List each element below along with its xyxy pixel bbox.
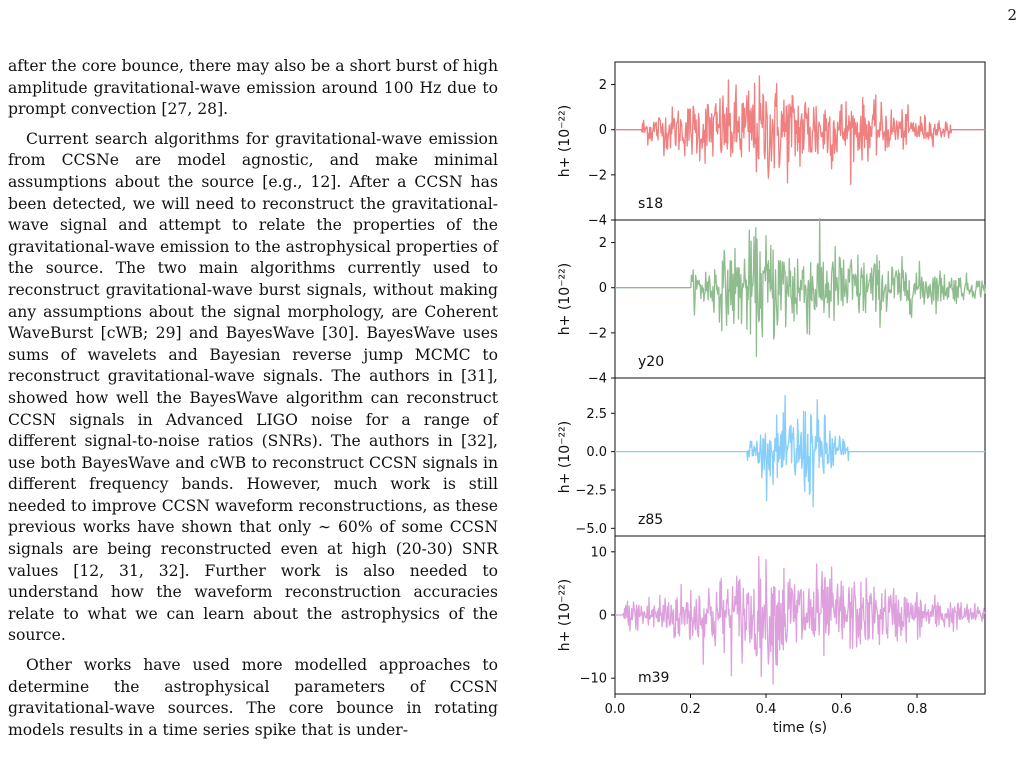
- y-axis-label: h+ (10⁻²²): [557, 579, 573, 651]
- waveform-line: [614, 217, 986, 358]
- panel-s18: −4 −2 0 2 h+ (10⁻²²) s18: [557, 61, 986, 229]
- x-tick-label: 0.6: [831, 702, 852, 717]
- y-tick-label: −5.0: [575, 522, 607, 537]
- paragraph: Current search algorithms for gravitatio…: [8, 129, 498, 645]
- waveform-line: [614, 394, 986, 508]
- x-tick-label: 0.8: [907, 702, 928, 717]
- y-tick-label: −2: [588, 168, 607, 183]
- y-tick-label: 0: [599, 123, 607, 138]
- x-tick-label: 0.4: [756, 702, 777, 717]
- x-axis-label: time (s): [773, 720, 827, 736]
- paragraph: Other works have used more modelled appr…: [8, 656, 498, 739]
- waveform-line: [614, 75, 986, 186]
- y-tick-label: 2: [599, 236, 607, 251]
- panel-label: z85: [638, 512, 663, 528]
- panel-label: s18: [638, 196, 663, 212]
- x-tick-label: 0.0: [605, 702, 626, 717]
- y-tick-label: 0.0: [586, 445, 607, 460]
- y-tick-label: 0: [599, 609, 607, 624]
- y-tick-label: 10: [590, 545, 607, 560]
- panel-z85: −5.0 −2.5 0.0 2.5 h+ (10⁻²²) z85: [557, 377, 986, 537]
- waveform-line: [614, 555, 986, 685]
- y-tick-label: −2.5: [575, 483, 607, 498]
- y-axis-label: h+ (10⁻²²): [557, 105, 573, 177]
- panel-y20: −4 −2 0 2 h+ (10⁻²²) y20: [557, 217, 986, 387]
- waveform-figure: −4 −2 0 2 h+ (10⁻²²) s18 −4 −2 0 2 h+ (10⁻²²) y20 −5…: [536, 56, 1026, 756]
- y-tick-label: −4: [588, 372, 607, 387]
- panel-label: y20: [638, 354, 664, 370]
- y-tick-label: −2: [588, 326, 607, 341]
- y-axis-label: h+ (10⁻²²): [557, 421, 573, 493]
- y-tick-label: 0: [599, 281, 607, 296]
- page-number: 2: [1007, 6, 1017, 24]
- y-tick-label: 2.5: [586, 407, 607, 422]
- y-tick-label: −4: [588, 214, 607, 229]
- y-tick-label: 2: [599, 78, 607, 93]
- paragraph: after the core bounce, there may also be…: [8, 57, 498, 119]
- waveform-chart: −4 −2 0 2 h+ (10⁻²²) s18 −4 −2 0 2 h+ (10⁻²²) y20 −5…: [557, 61, 986, 736]
- text-column: after the core bounce, there may also be…: [8, 56, 498, 749]
- x-tick-label: 0.2: [680, 702, 701, 717]
- y-tick-label: −10: [580, 672, 607, 687]
- panel-m39: −10 0 10 h+ (10⁻²²) m39: [557, 535, 986, 695]
- y-axis-label: h+ (10⁻²²): [557, 263, 573, 335]
- panel-label: m39: [638, 670, 669, 686]
